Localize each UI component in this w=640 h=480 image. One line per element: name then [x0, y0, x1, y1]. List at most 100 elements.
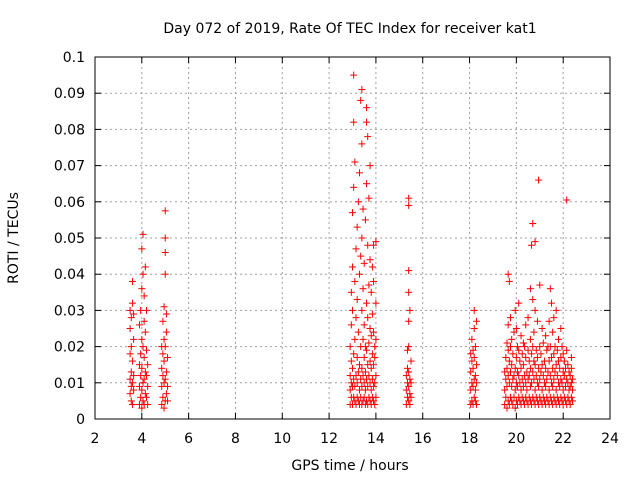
- data-point: [524, 314, 532, 322]
- data-point: [352, 245, 360, 253]
- data-point: [564, 361, 572, 369]
- data-point: [162, 310, 170, 318]
- data-point: [469, 382, 477, 390]
- data-point: [361, 386, 369, 394]
- data-point: [566, 401, 574, 409]
- data-point: [523, 386, 531, 394]
- data-point: [365, 339, 373, 347]
- data-point: [160, 335, 168, 343]
- data-point: [563, 196, 571, 204]
- data-point: [558, 343, 566, 351]
- data-point: [502, 375, 510, 383]
- data-point: [469, 346, 477, 354]
- data-point: [519, 382, 527, 390]
- data-point: [353, 353, 361, 361]
- data-point: [347, 379, 355, 387]
- data-point: [567, 379, 575, 387]
- data-point: [407, 393, 415, 401]
- plot-frame: [94, 56, 611, 420]
- data-point: [372, 335, 380, 343]
- data-point: [160, 404, 168, 412]
- data-point: [356, 169, 364, 177]
- data-point: [356, 361, 364, 369]
- y-tick-label: 0.03: [54, 303, 85, 319]
- data-point: [370, 241, 378, 249]
- data-point: [139, 379, 147, 387]
- data-point: [551, 343, 559, 351]
- data-point: [528, 241, 536, 249]
- data-point: [161, 375, 169, 383]
- data-point: [550, 314, 558, 322]
- data-point: [358, 234, 366, 242]
- data-point: [351, 158, 359, 166]
- data-point: [370, 361, 378, 369]
- data-point: [562, 364, 570, 372]
- data-point: [139, 270, 147, 278]
- y-axis-label: ROTI / TECUs: [6, 192, 22, 284]
- data-point: [360, 353, 368, 361]
- x-tick-label: 8: [231, 431, 240, 447]
- data-point: [512, 353, 520, 361]
- data-point: [405, 397, 413, 405]
- data-point: [524, 346, 532, 354]
- data-point: [350, 375, 358, 383]
- data-point: [559, 350, 567, 358]
- data-point: [366, 256, 374, 264]
- data-point: [542, 332, 550, 340]
- data-point: [517, 386, 525, 394]
- data-point: [365, 372, 373, 380]
- data-point: [371, 379, 379, 387]
- data-point: [536, 375, 544, 383]
- data-point: [364, 314, 372, 322]
- data-point: [363, 180, 371, 188]
- data-point: [126, 306, 134, 314]
- data-point: [536, 343, 544, 351]
- data-point: [350, 118, 358, 126]
- data-point: [347, 321, 355, 329]
- data-point: [503, 339, 511, 347]
- data-point: [160, 357, 168, 365]
- data-point: [531, 238, 539, 246]
- data-point: [522, 353, 530, 361]
- data-point: [351, 277, 359, 285]
- data-point: [405, 368, 413, 376]
- data-point: [141, 390, 149, 398]
- data-point: [567, 353, 575, 361]
- data-point: [140, 353, 148, 361]
- data-point: [518, 375, 526, 383]
- data-point: [158, 364, 166, 372]
- data-point: [128, 379, 136, 387]
- data-point: [349, 306, 356, 314]
- data-point: [470, 393, 478, 401]
- data-point: [552, 386, 560, 394]
- data-point: [349, 364, 356, 372]
- data-point: [359, 285, 367, 293]
- data-point: [528, 379, 536, 387]
- data-point: [137, 306, 145, 314]
- data-point: [366, 357, 374, 365]
- data-point: [130, 310, 138, 318]
- data-point: [470, 306, 478, 314]
- data-point: [508, 361, 516, 369]
- data-point: [553, 372, 561, 380]
- data-point: [529, 296, 537, 304]
- data-point: [363, 299, 371, 307]
- data-point: [128, 357, 136, 365]
- data-point: [141, 263, 149, 271]
- data-point: [542, 382, 550, 390]
- data-point: [468, 335, 476, 343]
- data-point: [138, 245, 146, 253]
- data-point: [473, 317, 481, 325]
- data-point: [547, 299, 555, 307]
- data-point: [127, 343, 135, 351]
- data-point: [556, 382, 564, 390]
- data-point: [505, 277, 513, 285]
- data-point: [160, 379, 168, 387]
- data-point: [138, 386, 146, 394]
- y-tick-label: 0.07: [54, 159, 85, 175]
- data-point: [357, 375, 365, 383]
- data-point: [370, 277, 378, 285]
- grid-lines: [95, 57, 610, 419]
- data-point: [407, 379, 415, 387]
- data-point: [523, 368, 531, 376]
